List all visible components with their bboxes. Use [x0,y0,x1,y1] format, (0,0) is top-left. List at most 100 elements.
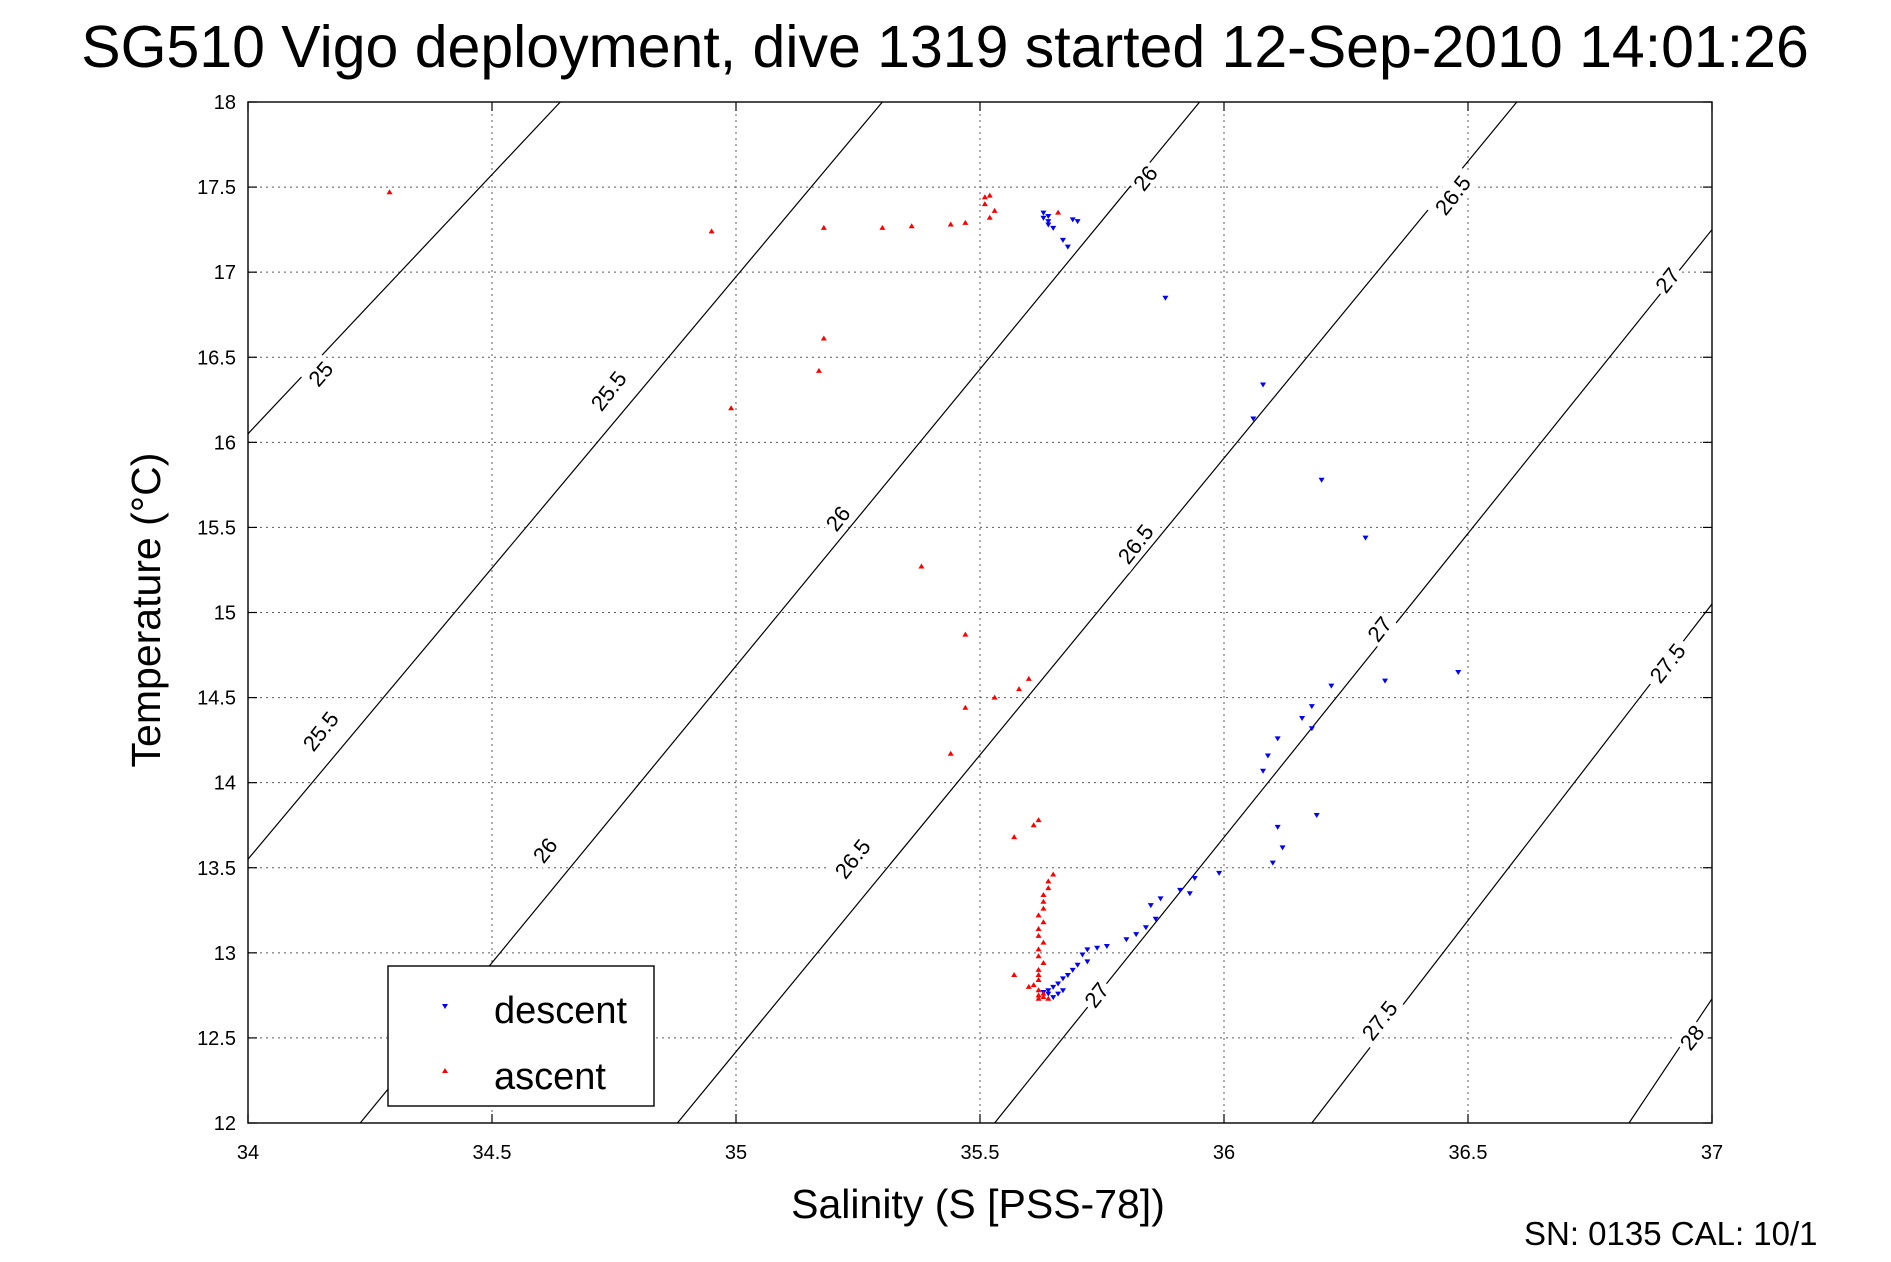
y-axis-label: Temperature (°C) [123,453,169,768]
ascent-point [1040,939,1047,945]
ascent-point [820,335,827,341]
descent-point [1079,952,1086,958]
y-tick-label: 13.5 [197,858,236,880]
y-tick-label: 18 [214,92,236,114]
y-tick-label: 14.5 [197,688,236,710]
ascent-point [1025,983,1032,989]
ascent-point [947,221,954,227]
contour-label-bg [1352,991,1407,1050]
contour-label-bg [300,353,341,394]
descent-point [1045,991,1052,997]
footer-calibration: SN: 0135 CAL: 10/1 [1524,1215,1818,1252]
descent-point [1162,295,1169,301]
y-tick-label: 16 [214,432,236,454]
ascent-point [708,228,715,234]
descent-point [1264,753,1271,759]
contour-label-bg [825,829,880,888]
descent-point [1313,812,1320,818]
contour-label-bg [1672,1017,1712,1058]
ascent-point [728,405,735,411]
ascent-point [1035,953,1042,959]
ascent-point [908,223,915,229]
y-tick-label: 17.5 [197,177,236,199]
x-tick-label: 35.5 [961,1142,1000,1164]
ascent-point [1035,966,1042,972]
descent-point [1084,959,1091,965]
descent-point [1362,535,1369,541]
x-tick-label: 34 [237,1142,259,1164]
descent-point [1260,768,1267,774]
legend-descent-marker [442,1004,448,1009]
ascent-point [981,201,988,207]
ascent-point [1035,926,1042,932]
descent-point [1050,995,1057,1001]
ascent-point [1040,919,1047,925]
x-axis-label: Salinity (S [PSS-78]) [791,1181,1165,1227]
ascent-point [386,189,393,195]
descent-point [1103,944,1110,950]
descent-point [1123,937,1130,943]
contour-label: 26 [821,501,856,536]
y-tick-label: 13 [214,943,236,965]
y-tick-label: 12 [214,1113,236,1135]
descent-point [1055,991,1062,997]
descent-point [1157,896,1164,902]
y-tick-label: 16.5 [197,347,236,369]
axes-frame [247,101,1713,1124]
contour-label: 26 [1128,161,1163,196]
ascent-point [918,563,925,569]
y-tick-label: 15 [214,603,236,625]
ascent-point [1011,834,1018,840]
ascent-point [1055,209,1062,215]
descent-point [1069,967,1076,973]
descent-point [1260,382,1267,388]
ascent-series [386,189,1062,1001]
contour-label: 28 [1675,1020,1710,1055]
ascent-point [820,224,827,230]
contour-line [1628,998,1712,1123]
legend-ascent-marker [442,1068,448,1073]
descent-point [1074,219,1081,225]
descent-point [1147,903,1154,909]
ascent-point [1040,905,1047,911]
ascent-point [1040,990,1047,996]
contour-label-bg [1425,165,1480,225]
contour-label-bg [581,361,636,420]
descent-point [1050,984,1057,990]
descent-point [1308,726,1315,732]
ascent-point [991,694,998,700]
contour-label-bg [1359,609,1399,649]
ascent-point [1045,995,1052,1001]
ascent-point [1011,971,1018,977]
descent-point [1274,736,1281,742]
ascent-point [991,207,998,213]
descent-point [1045,219,1052,225]
descent-point [1064,972,1071,978]
contour-label-bg [1076,974,1116,1015]
ascent-point [1035,912,1042,918]
ascent-point [1030,822,1037,828]
descent-point [1142,925,1149,931]
legend-descent-label: descent [494,990,628,1032]
contour-label-bg [1640,633,1695,693]
ascent-point [1040,898,1047,904]
descent-point [1045,214,1052,220]
descent-point [1382,678,1389,684]
descent-point [1059,988,1066,994]
ascent-point [1040,891,1047,897]
contour-label-bg [293,701,348,761]
chart-title: SG510 Vigo deployment, dive 1319 started… [81,14,1809,80]
ascent-point [986,214,993,220]
ascent-point [962,631,969,637]
ascent-point [947,750,954,756]
descent-point [1045,988,1052,994]
descent-point [1059,237,1066,243]
descent-point [1274,824,1281,830]
ascent-point [1040,994,1047,1000]
x-tick-label: 36.5 [1449,1142,1488,1164]
descent-point [1455,670,1462,676]
descent-point [1074,962,1081,968]
x-tick-label: 37 [1701,1142,1723,1164]
descent-point [1040,210,1047,216]
